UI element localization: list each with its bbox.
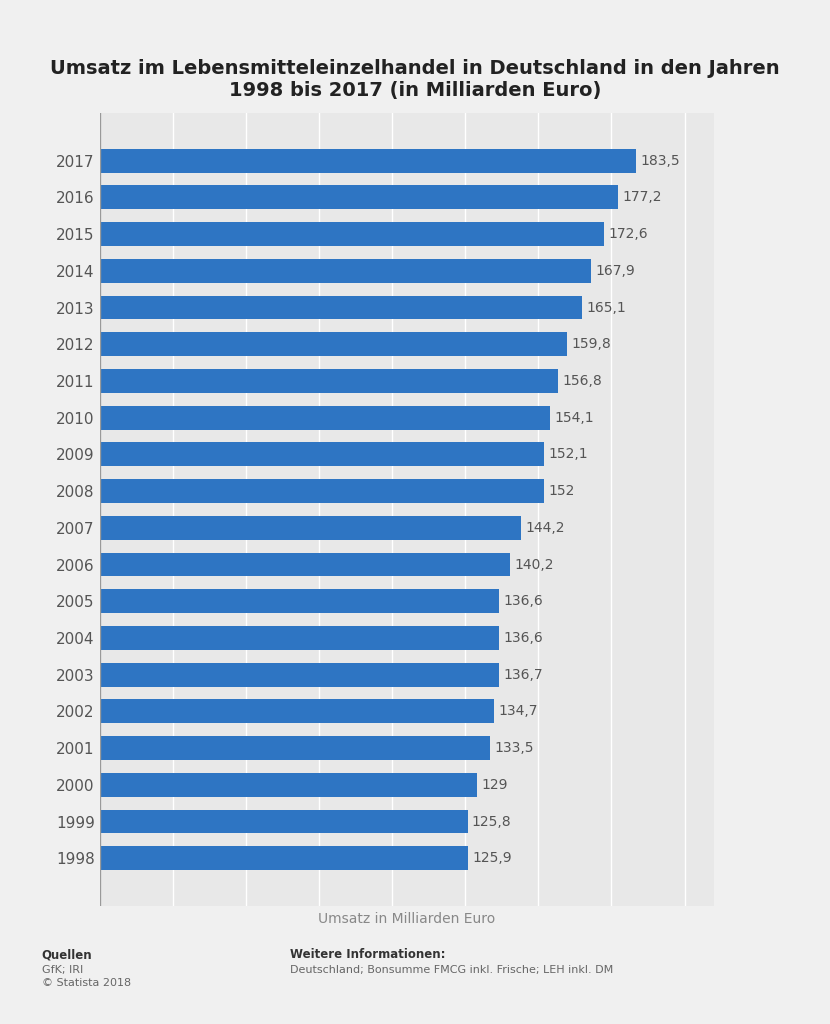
Text: 152: 152: [549, 484, 575, 498]
Text: 129: 129: [481, 778, 508, 792]
Bar: [100, 442, 544, 466]
Text: 134,7: 134,7: [498, 705, 538, 719]
Bar: [100, 663, 500, 686]
Text: 152,1: 152,1: [549, 447, 588, 462]
Text: 144,2: 144,2: [525, 521, 565, 535]
Bar: [100, 626, 499, 650]
Bar: [100, 699, 494, 723]
Text: Deutschland; Bonsumme FMCG inkl. Frische; LEH inkl. DM: Deutschland; Bonsumme FMCG inkl. Frische…: [290, 965, 613, 975]
Bar: [100, 259, 591, 283]
Bar: [100, 185, 618, 209]
Bar: [100, 333, 567, 356]
Text: 165,1: 165,1: [587, 300, 627, 314]
Text: 183,5: 183,5: [641, 154, 681, 168]
Bar: [100, 406, 550, 430]
Text: Umsatz im Lebensmitteleinzelhandel in Deutschland in den Jahren
1998 bis 2017 (i: Umsatz im Lebensmitteleinzelhandel in De…: [50, 59, 780, 100]
Text: 177,2: 177,2: [622, 190, 662, 205]
X-axis label: Umsatz in Milliarden Euro: Umsatz in Milliarden Euro: [318, 911, 496, 926]
Text: 167,9: 167,9: [595, 264, 635, 278]
Bar: [100, 589, 499, 613]
Text: 172,6: 172,6: [608, 227, 648, 241]
Text: 125,9: 125,9: [472, 851, 512, 865]
Text: 136,6: 136,6: [504, 631, 544, 645]
Text: 133,5: 133,5: [495, 741, 534, 755]
Bar: [100, 810, 467, 834]
Text: 136,6: 136,6: [504, 594, 544, 608]
Text: Weitere Informationen:: Weitere Informationen:: [290, 948, 446, 962]
Text: 125,8: 125,8: [472, 814, 511, 828]
Bar: [100, 479, 544, 503]
Bar: [100, 222, 604, 246]
Bar: [100, 553, 510, 577]
Text: 140,2: 140,2: [514, 557, 554, 571]
Text: 156,8: 156,8: [563, 374, 603, 388]
Text: 154,1: 154,1: [554, 411, 594, 425]
Bar: [100, 736, 490, 760]
Bar: [100, 296, 583, 319]
Bar: [100, 516, 521, 540]
Text: 159,8: 159,8: [571, 337, 611, 351]
Bar: [100, 846, 468, 870]
Bar: [100, 773, 477, 797]
Text: GfK; IRI
© Statista 2018: GfK; IRI © Statista 2018: [42, 965, 130, 988]
Text: 136,7: 136,7: [504, 668, 544, 682]
Text: Quellen: Quellen: [42, 948, 92, 962]
Bar: [100, 369, 559, 393]
Bar: [100, 148, 637, 173]
